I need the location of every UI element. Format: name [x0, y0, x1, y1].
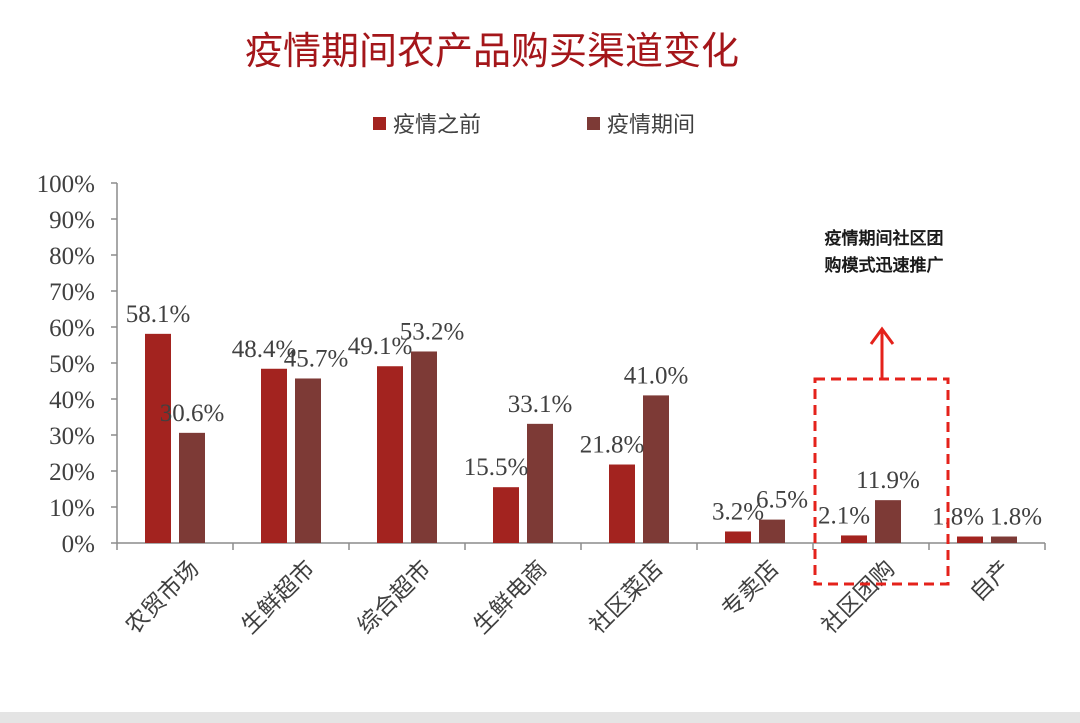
data-label: 53.2% — [400, 318, 465, 345]
x-axis: 农贸市场 生鲜超市 综合超市 生鲜电商 社区菜店 专卖店 社区团购 自产 — [116, 542, 1046, 639]
x-tick-label: 生鲜电商 — [469, 556, 552, 639]
bar-during — [759, 519, 785, 543]
data-label: 6.5% — [756, 487, 808, 514]
data-label: 58.1% — [126, 301, 191, 328]
y-axis: 0% 10% 20% 30% 40% 50% 60% 70% 80% 90% 100% — [37, 171, 118, 558]
data-label: 11.9% — [856, 467, 920, 494]
y-tick-label: 100% — [37, 171, 95, 198]
annotation-line-2: 购模式迅速推广 — [825, 255, 944, 276]
x-tick-label: 专卖店 — [717, 556, 784, 623]
data-label: 30.6% — [160, 400, 225, 427]
bar-before — [261, 368, 287, 543]
bar-during — [991, 536, 1017, 543]
data-label: 33.1% — [508, 391, 573, 418]
y-tick-label: 30% — [49, 423, 95, 450]
bar-before — [725, 531, 751, 543]
x-tick-label: 自产 — [965, 556, 1016, 607]
legend-label-during: 疫情期间 — [607, 113, 695, 138]
bar-before — [493, 487, 519, 543]
y-tick-label: 50% — [49, 351, 95, 378]
bars — [145, 333, 1017, 543]
legend-swatch-before — [373, 117, 386, 130]
x-tick-label: 社区团购 — [817, 556, 900, 639]
x-tick-label: 综合超市 — [353, 556, 436, 639]
y-tick-label: 90% — [49, 207, 95, 234]
data-label: 21.8% — [580, 432, 645, 459]
data-label: 3.2% — [712, 498, 764, 525]
y-tick-label: 70% — [49, 279, 95, 306]
bar-before — [957, 536, 983, 543]
x-tick-label: 社区菜店 — [585, 556, 668, 639]
legend-label-before: 疫情之前 — [393, 113, 481, 138]
bar-during — [411, 351, 437, 543]
bar-before — [841, 535, 867, 543]
data-labels: 58.1% 30.6% 48.4%45.7% 49.1%53.2% 15.5% 33.1%… — [126, 301, 1042, 531]
bar-before — [377, 366, 403, 543]
bottom-strip — [0, 712, 1080, 723]
legend: 疫情之前 疫情期间 — [373, 113, 695, 138]
legend-swatch-during — [587, 117, 600, 130]
bar-during — [527, 423, 553, 543]
y-tick-label: 80% — [49, 243, 95, 270]
data-label: 48.4% — [232, 336, 297, 363]
annotation-line-1: 疫情期间社区团 — [825, 228, 944, 249]
y-tick-label: 20% — [49, 459, 95, 486]
data-label: 45.7% — [284, 345, 349, 372]
bar-during — [643, 395, 669, 543]
highlight-box — [813, 377, 950, 586]
data-label: 1.8% — [932, 504, 984, 531]
bar-before — [609, 464, 635, 543]
data-label: 49.1% — [348, 333, 413, 360]
data-label: 1.8% — [990, 504, 1042, 531]
x-tick-label: 农贸市场 — [121, 556, 204, 639]
y-tick-label: 60% — [49, 315, 95, 342]
data-label: 2.1% — [818, 502, 870, 529]
bar-before — [145, 333, 171, 543]
x-tick-label: 生鲜超市 — [237, 556, 320, 639]
y-tick-label: 10% — [49, 495, 95, 522]
y-tick-label: 40% — [49, 387, 95, 414]
bar-during — [179, 432, 205, 543]
arrow-head-icon — [869, 326, 895, 345]
y-tick-label: 0% — [62, 531, 95, 558]
data-label: 15.5% — [464, 454, 529, 481]
bar-during — [295, 378, 321, 543]
bar-during — [875, 500, 901, 543]
data-label: 41.0% — [624, 362, 689, 389]
highlight-annotation: 疫情期间社区团 购模式迅速推广 — [813, 228, 950, 586]
chart-title: 疫情期间农产品购买渠道变化 — [245, 29, 739, 73]
